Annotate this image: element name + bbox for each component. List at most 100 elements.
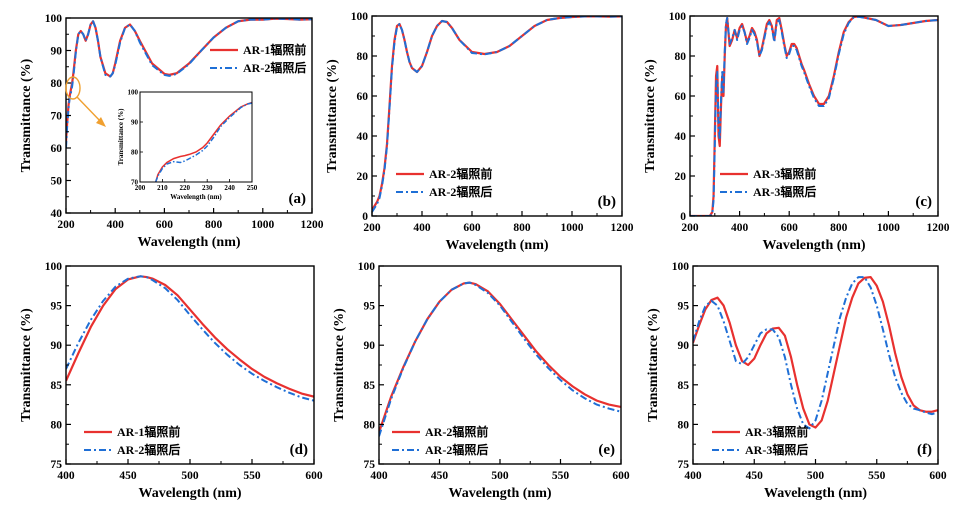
- y-tick-label: 0: [362, 211, 368, 223]
- x-tick-label: 800: [513, 222, 531, 234]
- y-tick-label: 100: [358, 261, 376, 273]
- x-tick-label: 450: [746, 470, 764, 482]
- panel-tag: (b): [598, 194, 616, 210]
- x-tick-label: 400: [684, 470, 702, 482]
- y-tick-label: 20: [675, 171, 687, 183]
- x-tick-label: 600: [929, 470, 947, 482]
- x-tick-label: 450: [119, 470, 137, 482]
- inset-x-tick-label: 220: [180, 184, 191, 192]
- y-axis-title: Transmittance (%): [325, 59, 340, 173]
- x-tick-label: 400: [57, 470, 75, 482]
- inset-x-tick-label: 250: [247, 184, 258, 192]
- y-tick-label: 75: [364, 459, 376, 471]
- x-axis-title: Wavelength (nm): [448, 486, 551, 501]
- series-line-b-before: [372, 16, 622, 211]
- x-tick-label: 550: [868, 470, 886, 482]
- legend-label-before: AR-2辐照前: [425, 424, 488, 439]
- zoom-arrow-head: [96, 117, 106, 127]
- plot-frame: [378, 265, 622, 465]
- inset-y-tick-label: 100: [128, 89, 139, 97]
- y-tick-label: 60: [51, 143, 63, 155]
- x-axis-title: Wavelength (nm): [764, 486, 867, 501]
- x-axis-title: Wavelength (nm): [138, 486, 241, 501]
- inset-x-axis-title: Wavelength (nm): [170, 193, 222, 201]
- plot-frame: [371, 15, 623, 217]
- legend-label-after: AR-2辐照后: [243, 60, 306, 75]
- x-axis-title: Wavelength (nm): [137, 235, 240, 250]
- x-tick-label: 400: [107, 219, 125, 231]
- y-axis-title: Transmittance (%): [19, 308, 34, 422]
- x-tick-label: 450: [431, 470, 449, 482]
- y-tick-label: 85: [364, 380, 376, 392]
- series-line-b-after: [372, 16, 622, 213]
- panel-c-chart: 200 400 600 800 1000 1200 0 20 40 60 80 100 Waveleng…: [643, 11, 950, 253]
- x-tick-label: 800: [205, 219, 223, 231]
- x-tick-label: 400: [370, 470, 388, 482]
- x-tick-label: 600: [463, 222, 481, 234]
- y-tick-label: 95: [678, 301, 690, 313]
- y-tick-label: 100: [45, 261, 63, 273]
- legend-label-before: AR-2辐照前: [429, 166, 492, 181]
- y-tick-label: 0: [680, 211, 686, 223]
- x-tick-label: 1200: [301, 219, 324, 231]
- panel-tag: (f): [917, 442, 932, 458]
- x-tick-label: 600: [781, 222, 799, 234]
- y-tick-label: 90: [678, 340, 690, 352]
- x-tick-label: 800: [830, 222, 848, 234]
- x-axis-title: Wavelength (nm): [762, 238, 865, 253]
- x-axis-title: Wavelength (nm): [445, 238, 548, 253]
- legend-label-before: AR-3辐照前: [753, 166, 816, 181]
- x-tick-label: 200: [681, 222, 699, 234]
- y-tick-label: 80: [51, 419, 63, 431]
- series-line-d-after: [66, 275, 314, 402]
- x-tick-label: 600: [305, 470, 323, 482]
- inset-y-tick-label: 90: [131, 119, 139, 127]
- panel-tag: (a): [289, 191, 307, 207]
- y-tick-label: 100: [669, 11, 687, 23]
- inset-y-axis-title: Transmittance (%): [117, 108, 125, 165]
- inset-x-tick-label: 200: [135, 184, 146, 192]
- series-line-f-before: [693, 275, 938, 429]
- legend-label-after: AR-3辐照后: [753, 184, 816, 199]
- legend: AR-2辐照前 AR-2辐照后: [392, 424, 488, 457]
- x-tick-label: 1200: [927, 222, 950, 234]
- inset-y-tick-label: 70: [131, 179, 139, 187]
- plot-frame: [65, 265, 315, 465]
- y-tick-label: 40: [675, 131, 687, 143]
- legend-label-after: AR-2辐照后: [429, 184, 492, 199]
- x-tick-label: 1000: [251, 219, 274, 231]
- x-tick-label: 500: [181, 470, 199, 482]
- inset-y-tick-label: 80: [131, 149, 139, 157]
- y-tick-label: 75: [678, 459, 690, 471]
- panel-a-chart: 200 400 600 800 1000 1200 40 50 60 70 80 90 100 Wavel…: [19, 13, 324, 250]
- y-tick-label: 80: [364, 419, 376, 431]
- panel-e-chart: 400 450 500 550 600 75 80 85 90 95 100 Wavelength (…: [332, 261, 630, 501]
- y-axis-title: Transmittance (%): [19, 58, 34, 172]
- panel-f-chart: 400 450 500 550 600 75 80 85 90 95 100 Wavelength (…: [646, 261, 947, 501]
- x-tick-label: 550: [552, 470, 570, 482]
- legend-label-before: AR-1辐照前: [243, 42, 306, 57]
- series-line-e-before: [379, 281, 621, 433]
- legend: AR-1辐照前 AR-2辐照后: [84, 424, 180, 457]
- y-tick-label: 90: [51, 46, 63, 58]
- inset-x-tick-label: 210: [157, 184, 168, 192]
- inset-series-line-before: [154, 101, 252, 182]
- x-tick-label: 200: [57, 219, 75, 231]
- y-tick-label: 95: [51, 301, 63, 313]
- y-axis-title: Transmittance (%): [646, 308, 661, 422]
- inset-background: [140, 92, 252, 182]
- legend-label-after: AR-2辐照后: [425, 442, 488, 457]
- x-tick-label: 200: [363, 222, 381, 234]
- zoom-arrow-line: [76, 96, 104, 125]
- series-line-e-after: [379, 281, 621, 437]
- inset-chart: 200 210 220 230 240 250 70 80 90 100 Wavelength (n…: [117, 89, 258, 202]
- legend-label-after: AR-3辐照后: [745, 442, 808, 457]
- y-tick-label: 95: [364, 301, 376, 313]
- y-tick-label: 100: [45, 13, 63, 25]
- series-line-d-before: [66, 275, 314, 398]
- y-tick-label: 70: [51, 111, 63, 123]
- x-tick-label: 550: [243, 470, 261, 482]
- series-line-f-after: [693, 276, 938, 430]
- y-tick-label: 80: [51, 78, 63, 90]
